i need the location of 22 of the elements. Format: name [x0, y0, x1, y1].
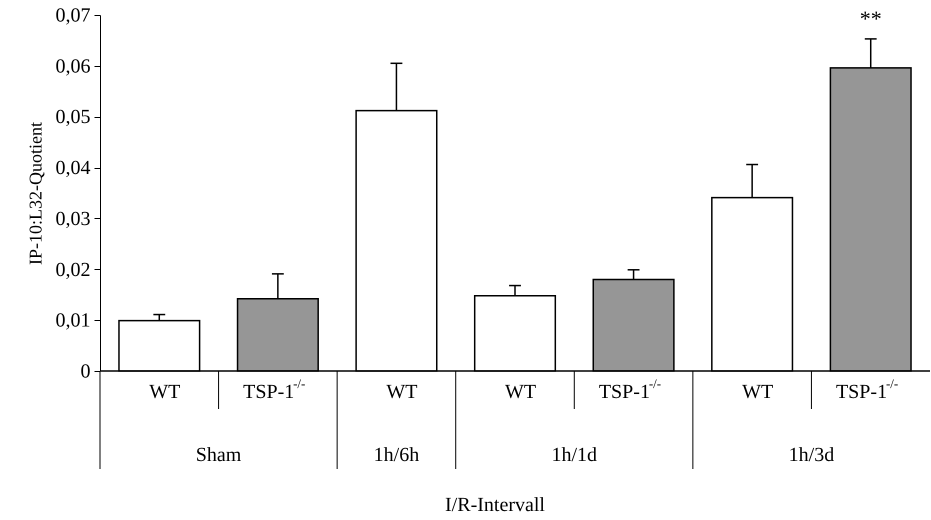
x-tick-label: WT [505, 381, 536, 403]
x-tick-label: TSP-1-/- [836, 376, 898, 403]
y-tick-label: 0,02 [56, 258, 90, 281]
y-tick-label: 0,07 [56, 4, 90, 26]
x-tick-label: TSP-1-/- [598, 376, 662, 403]
text: Sham [196, 444, 242, 466]
text: 1h/6h [374, 444, 420, 466]
data-label: ** [860, 6, 882, 31]
x-tick-label: WT [386, 381, 418, 403]
y-axis-title: IP-10:L32-Quotient [26, 122, 46, 265]
x-tick-label: WT [742, 381, 774, 403]
x-tick-label: WT [149, 381, 180, 403]
y-tick-label: 0 [80, 360, 90, 382]
x-axis-title: I/R-Intervall [445, 494, 546, 516]
text: 1h/3d [788, 444, 834, 466]
y-tick-label: 0,05 [56, 106, 90, 128]
x-tick-label: TSP-1-/- [243, 376, 306, 403]
y-tick-label: 0,04 [56, 157, 90, 180]
text: 1h/1d [552, 444, 598, 466]
y-tick-label: 0,03 [56, 208, 90, 230]
y-tick-label: 0,06 [56, 55, 90, 78]
y-tick-label: 0,01 [56, 310, 90, 332]
